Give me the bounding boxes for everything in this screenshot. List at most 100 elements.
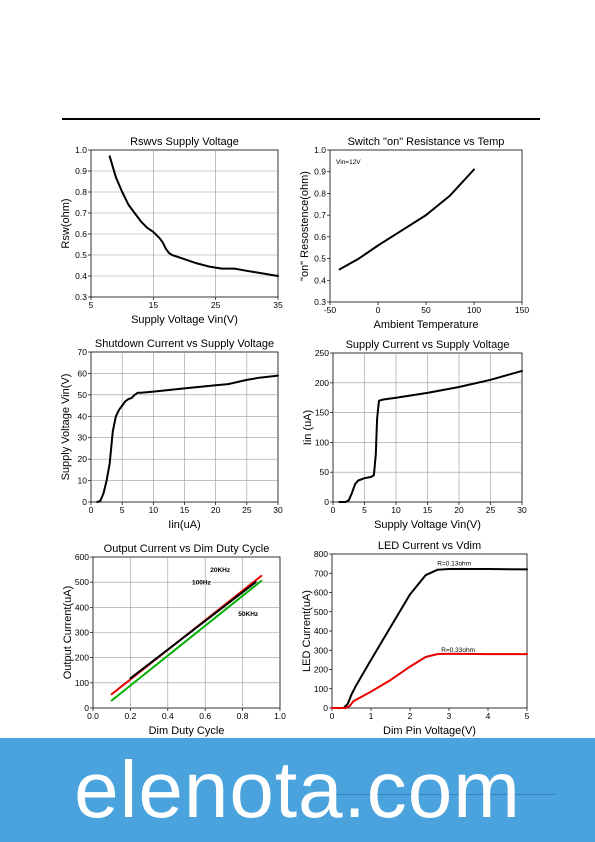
y-tick-label: 0.3 [75,292,87,302]
x-tick-label: 20 [211,505,221,515]
header-rule [62,118,540,120]
x-tick-label: 150 [515,305,529,315]
x-tick-label: 15 [149,300,159,310]
x-tick-label: 5 [89,300,94,310]
plot-frame [90,149,279,298]
y-tick-label: 300 [75,628,89,638]
x-axis-label: Supply Voltage Vin(V) [131,314,238,326]
y-tick-label: 600 [75,552,89,562]
x-tick-label: 0 [331,505,336,515]
series-line [338,168,475,271]
series-label: 100Hz [192,580,212,587]
x-axis-label: Dim Duty Cycle [149,725,225,737]
watermark-text: elenota.com [74,745,521,834]
x-tick-label: -50 [324,305,337,315]
y-tick-label: 50 [78,390,88,400]
x-tick-label: 0 [89,505,94,515]
y-tick-label: 100 [314,684,328,694]
y-tick-label: 70 [78,347,88,357]
y-tick-label: 30 [78,433,88,443]
x-tick-label: 0.6 [199,711,211,721]
chart-title: Supply Current vs Supply Voltage [346,339,510,351]
y-tick-label: 0.8 [75,187,87,197]
plot-frame [331,553,528,709]
y-tick-label: 200 [314,665,328,675]
y-axis-label: Rsw(ohm) [60,198,72,248]
y-axis-label: "on" Resostence(ohm) [299,171,311,281]
y-tick-label: 0.7 [314,210,326,220]
series-line [331,652,528,709]
y-tick-label: 200 [315,378,329,388]
x-tick-label: 5 [362,505,367,515]
x-tick-label: 0.8 [237,711,249,721]
chart-title: Output Current vs Dim Duty Cycle [104,543,270,555]
x-tick-label: 25 [242,505,252,515]
y-tick-label: 100 [315,437,329,447]
y-tick-label: 0 [323,703,328,713]
x-tick-label: 0.0 [87,711,99,721]
y-tick-label: 0.7 [75,208,87,218]
x-tick-label: 15 [423,505,433,515]
chart-title: Shutdown Current vs Supply Voltage [95,338,274,350]
y-axis-label: Output Current(uA) [62,586,74,680]
y-tick-label: 0.5 [314,254,326,264]
series-line [331,568,528,709]
x-tick-label: 3 [447,711,452,721]
series-line [129,581,257,680]
series-label: 20KHz [210,567,231,574]
x-tick-label: 25 [486,505,496,515]
y-tick-label: 200 [75,653,89,663]
y-tick-label: 0.6 [75,229,87,239]
y-tick-label: 0.5 [75,250,87,260]
x-tick-label: 30 [273,505,283,515]
y-tick-label: 700 [314,568,328,578]
y-axis-label: Supply Voltage Vin(V) [60,374,72,481]
y-tick-label: 150 [315,408,329,418]
y-tick-label: 500 [314,607,328,617]
series-line [110,579,263,702]
series-label: R=0.13ohm [437,561,471,568]
x-axis-label: Dim Pin Voltage(V) [383,725,476,737]
y-tick-label: 400 [314,626,328,636]
y-tick-label: 0.4 [314,275,326,285]
y-tick-label: 1.0 [75,145,87,155]
x-tick-label: 0 [376,305,381,315]
watermark-banner [0,738,595,842]
x-tick-label: 35 [273,300,283,310]
x-tick-label: 1 [369,711,374,721]
y-tick-label: 300 [314,645,328,655]
x-axis-label: Ambient Temperature [374,319,479,331]
y-tick-label: 0.4 [75,271,87,281]
annotation-label: Vin=12V [336,159,361,166]
y-tick-label: 0.8 [314,188,326,198]
y-tick-label: 1.0 [314,145,326,155]
chart-title: LED Current vs Vdim [378,540,481,552]
y-tick-label: 0.9 [314,167,326,177]
x-axis-label: Supply Voltage Vin(V) [374,519,481,531]
series-line [96,374,279,503]
y-tick-label: 40 [78,411,88,421]
x-tick-label: 20 [454,505,464,515]
x-tick-label: 0 [330,711,335,721]
x-axis-label: Iin(uA) [168,519,200,531]
y-tick-label: 0 [324,497,329,507]
x-tick-label: 15 [180,505,190,515]
y-tick-label: 800 [314,549,328,559]
x-tick-label: 50 [421,305,431,315]
x-tick-label: 5 [525,711,530,721]
x-tick-label: 1.0 [274,711,286,721]
chart-title: Switch "on" Resistance vs Temp [348,136,505,148]
x-tick-label: 10 [391,505,401,515]
series-line [108,155,279,277]
series-label: 50KHz [238,611,259,618]
y-tick-label: 20 [78,454,88,464]
y-tick-label: 0.9 [75,166,87,176]
y-tick-label: 500 [75,577,89,587]
x-tick-label: 4 [486,711,491,721]
x-tick-label: 30 [517,505,527,515]
